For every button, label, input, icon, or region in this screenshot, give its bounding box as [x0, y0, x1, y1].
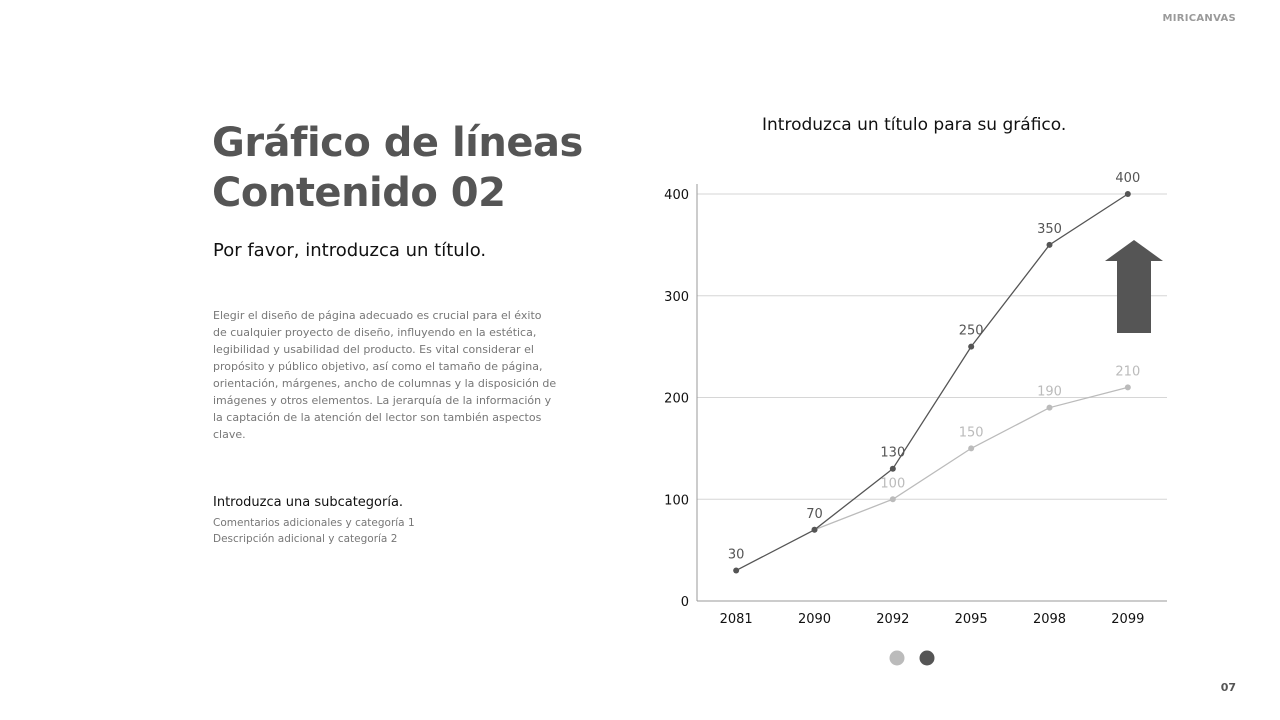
y-tick-label: 400 — [664, 188, 689, 203]
data-label: 350 — [1037, 222, 1062, 237]
data-label: 30 — [728, 547, 745, 562]
series-line — [814, 386, 1128, 531]
body-text: Elegir el diseño de página adecuado es c… — [213, 309, 557, 441]
x-tick-label: 2081 — [720, 612, 753, 627]
y-tick-label: 200 — [664, 392, 689, 407]
data-point — [1046, 404, 1053, 411]
data-label: 70 — [806, 507, 823, 522]
data-label: 210 — [1115, 364, 1140, 379]
data-label: 250 — [959, 324, 984, 339]
chart-title: Introduzca un título para su gráfico. — [762, 115, 1067, 135]
data-point — [968, 343, 975, 350]
series-line — [735, 193, 1129, 572]
data-point — [889, 465, 896, 472]
data-point — [1046, 241, 1053, 248]
data-point — [811, 526, 818, 533]
note-1: Comentarios adicionales y categoría 1 — [213, 517, 415, 529]
data-point — [889, 496, 896, 503]
brand-label: MIRICANVAS — [1162, 13, 1236, 24]
x-tick-label: 2099 — [1111, 612, 1144, 627]
data-point — [1124, 191, 1131, 197]
page-title: Gráfico de líneas Contenido 02 — [212, 118, 583, 218]
legend-dot-series-2 — [889, 650, 905, 666]
up-arrow-icon — [1105, 240, 1163, 333]
y-tick-label: 100 — [664, 493, 689, 508]
note-2: Descripción adicional y categoría 2 — [213, 533, 398, 545]
data-label: 400 — [1115, 171, 1140, 186]
x-tick-label: 2090 — [798, 612, 831, 627]
legend-dot-series-1 — [919, 650, 935, 666]
data-label: 130 — [880, 446, 905, 461]
x-tick-label: 2098 — [1033, 612, 1066, 627]
page-number: 07 — [1220, 681, 1236, 694]
data-point — [733, 567, 740, 574]
subtitle: Por favor, introduzca un título. — [213, 240, 487, 261]
subcategory-heading: Introduzca una subcategoría. — [213, 495, 404, 510]
data-label: 190 — [1037, 385, 1062, 400]
data-label: 150 — [959, 425, 984, 440]
data-point — [1124, 384, 1131, 391]
x-tick-label: 2092 — [876, 612, 909, 627]
x-tick-label: 2095 — [955, 612, 988, 627]
y-tick-label: 300 — [664, 290, 689, 305]
y-tick-label: 0 — [681, 595, 689, 610]
data-point — [968, 445, 975, 452]
data-label: 100 — [880, 476, 905, 491]
title-line-2: Contenido 02 — [212, 170, 506, 216]
title-line-1: Gráfico de líneas — [212, 120, 583, 166]
